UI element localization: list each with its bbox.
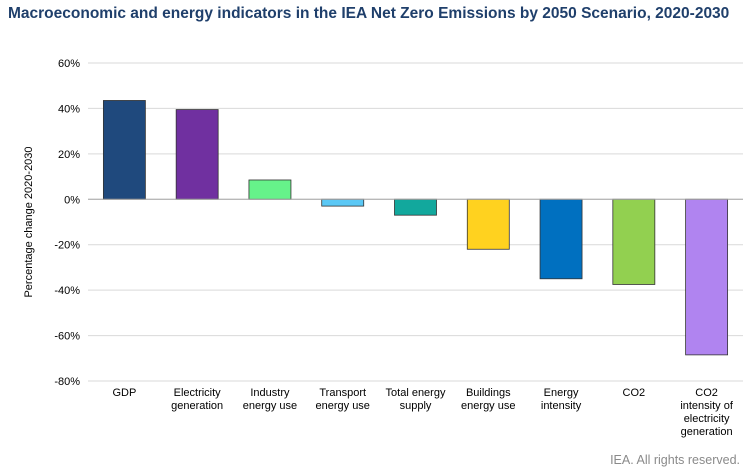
- x-tick-label: Industry energy use: [243, 387, 297, 412]
- y-tick-label: 0%: [64, 194, 80, 206]
- y-tick-label: 20%: [58, 149, 80, 161]
- y-tick-label: -80%: [54, 376, 80, 388]
- bar: [685, 198, 729, 356]
- chart-title: Macroeconomic and energy indicators in t…: [8, 5, 730, 22]
- bar: [321, 198, 365, 207]
- y-tick-label: -60%: [54, 331, 80, 343]
- bar: [248, 179, 292, 200]
- source-credit: IEA. All rights reserved.: [610, 453, 740, 467]
- y-tick-label: 60%: [58, 58, 80, 70]
- y-tick-label: -20%: [54, 240, 80, 252]
- x-tick-label: Total energy supply: [386, 387, 446, 412]
- bar: [466, 198, 510, 250]
- x-tick-label: Electricity generation: [171, 387, 223, 412]
- x-tick-label: Transport energy use: [316, 387, 370, 412]
- bar: [539, 198, 583, 280]
- bar: [175, 109, 219, 200]
- y-tick-label: -40%: [54, 285, 80, 297]
- bar: [102, 100, 146, 200]
- bar: [394, 198, 437, 216]
- bar: [612, 198, 656, 285]
- y-axis-label: Percentage change 2020-2030: [23, 146, 35, 297]
- x-tick-label: CO2: [623, 387, 646, 399]
- x-tick-label: CO2 intensity of electricity generation: [680, 387, 734, 438]
- x-tick-label: GDP: [112, 387, 136, 399]
- x-tick-label: Buildings energy use: [461, 387, 515, 412]
- x-tick-label: Energy intensity: [541, 387, 582, 412]
- y-tick-label: 40%: [58, 103, 80, 115]
